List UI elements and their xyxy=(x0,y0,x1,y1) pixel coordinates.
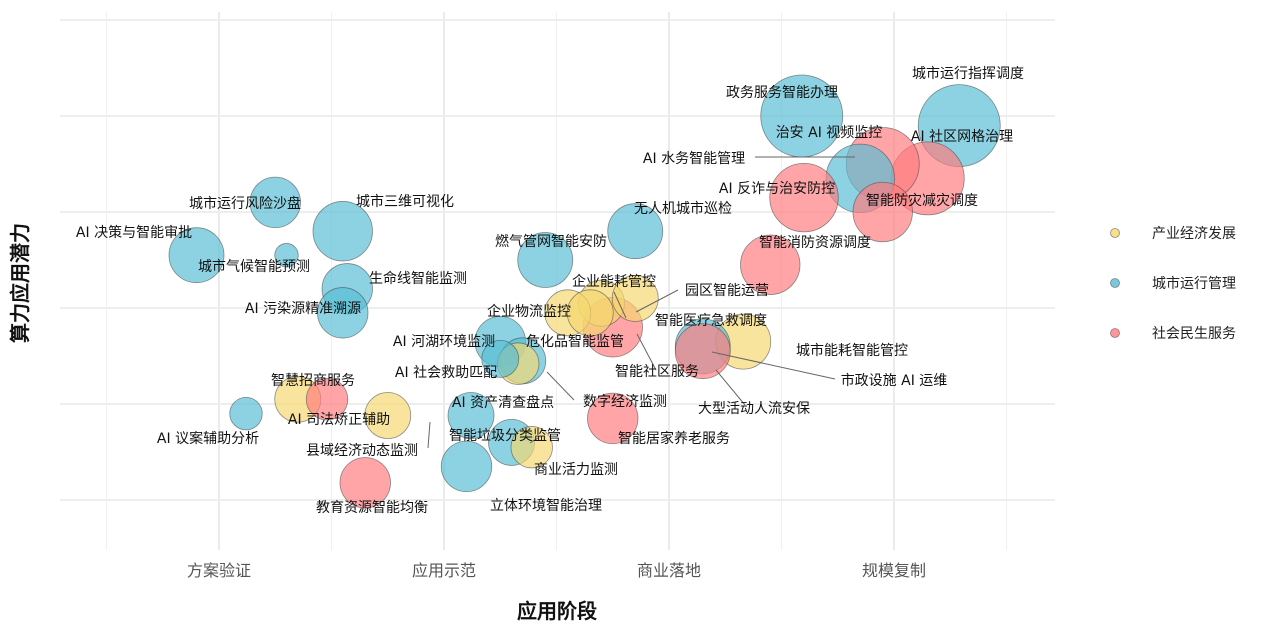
bubble-label-政务服务智能办理: 政务服务智能办理 xyxy=(726,85,838,101)
bubble-label-城市运行风险沙盘: 城市运行风险沙盘 xyxy=(189,195,301,212)
bubble-园区智能运营 xyxy=(611,274,659,322)
bubble-label-AI-河湖环境监测: AI 河湖环境监测 xyxy=(393,334,495,350)
label-leader-line xyxy=(546,371,575,401)
bubble-label-AI-社会救助匹配: AI 社会救助匹配 xyxy=(395,365,497,381)
bubble-城市三维可视化 xyxy=(312,201,373,262)
bubble-label-智慧招商服务: 智慧招商服务 xyxy=(271,373,355,389)
bubble-智能社区服务 xyxy=(566,289,614,337)
legend-swatch xyxy=(1110,328,1120,338)
bubble-label-燃气管网智能安防: 燃气管网智能安防 xyxy=(495,233,607,250)
bubble-label-市政设施-AI-运维: 市政设施 AI 运维 xyxy=(841,372,948,389)
bubble-智能居家养老服务 xyxy=(587,392,639,445)
bubble-label-城市运行指挥调度: 城市运行指挥调度 xyxy=(912,65,1024,82)
bubble-label-AI-议案辅助分析: AI 议案辅助分析 xyxy=(157,430,259,447)
bubble-label-智能防灾减灾调度: 智能防灾减灾调度 xyxy=(866,192,978,209)
bubble-AI-反诈与治安防控 xyxy=(769,162,839,233)
x-axis-ticks: 方案验证 应用示范 商业落地 规模复制 xyxy=(187,561,926,580)
bubble-label-企业能耗管控: 企业能耗管控 xyxy=(572,273,656,290)
label-leader-line xyxy=(636,333,657,371)
bubble-label-AI-污染源精准溯源: AI 污染源精准溯源 xyxy=(245,301,361,317)
y-axis-title: 算力应用潜力 xyxy=(8,223,32,343)
label-leader-line xyxy=(715,369,746,406)
bubble-label-城市能耗智能管控: 城市能耗智能管控 xyxy=(796,342,908,359)
bubble-智能防灾减灾调度 xyxy=(852,181,913,243)
bubble-label-智能社区服务: 智能社区服务 xyxy=(615,364,699,380)
label-leader-line xyxy=(529,437,539,444)
bubble-label-治安-AI-视频监控: 治安 AI 视频监控 xyxy=(776,125,883,141)
bubble-label-AI-司法矫正辅助: AI 司法矫正辅助 xyxy=(288,412,390,428)
legend-label: 产业经济发展 xyxy=(1152,226,1236,242)
bubble-label-县域经济动态监测: 县域经济动态监测 xyxy=(306,443,418,459)
bubbles xyxy=(168,74,1001,509)
x-tick-label: 商业落地 xyxy=(637,561,701,580)
bubble-AI-资产清查盘点 xyxy=(447,392,495,439)
bubble-label-AI-决策与智能审批: AI 决策与智能审批 xyxy=(76,224,192,241)
bubble-智能消防资源调度 xyxy=(740,234,801,295)
bubble-label-城市气候智能预测: 城市气候智能预测 xyxy=(198,258,310,275)
bubble-城市气候智能预测 xyxy=(274,243,299,268)
bubble-label-智能消防资源调度: 智能消防资源调度 xyxy=(759,235,871,251)
bubble-label-AI-社区网格治理: AI 社区网格治理 xyxy=(911,129,1013,145)
label-leader-line xyxy=(427,421,431,449)
bubble-商业活力监测 xyxy=(510,426,553,469)
bubble-AI-决策与智能审批 xyxy=(168,227,225,284)
label-leader-line xyxy=(711,351,836,380)
legend-label: 城市运行管理 xyxy=(1152,275,1236,292)
bubble-label-AI-资产清查盘点: AI 资产清查盘点 xyxy=(452,394,554,411)
bubble-立体环境智能治理 xyxy=(440,440,493,493)
bubble-label-商业活力监测: 商业活力监测 xyxy=(534,462,618,478)
x-tick-label: 规模复制 xyxy=(862,561,926,580)
bubble-县域经济动态监测 xyxy=(364,392,412,439)
bubble-label-AI-反诈与治安防控: AI 反诈与治安防控 xyxy=(719,181,835,197)
bubble-label-园区智能运营: 园区智能运营 xyxy=(685,283,769,299)
label-leader-line xyxy=(613,291,627,319)
bubble-label-智能医疗急救调度: 智能医疗急救调度 xyxy=(655,313,767,329)
legend-swatch xyxy=(1110,278,1120,288)
bubble-教育资源智能均衡 xyxy=(339,457,391,509)
legend-swatch xyxy=(1110,228,1120,238)
label-leader-line xyxy=(635,289,679,313)
bubble-label-智能垃圾分类监管: 智能垃圾分类监管 xyxy=(449,428,561,444)
x-tick-label: 方案验证 xyxy=(187,561,251,580)
bubble-label-AI-水务智能管理: AI 水务智能管理 xyxy=(643,151,745,167)
bubble-燃气管网智能安防 xyxy=(517,232,574,288)
bubble-label-立体环境智能治理: 立体环境智能治理 xyxy=(490,498,602,514)
legend-label: 社会民生服务 xyxy=(1152,326,1236,342)
bubble-label-企业物流监控: 企业物流监控 xyxy=(487,303,571,320)
bubble-无人机城市巡检 xyxy=(607,203,664,260)
bubble-label-危化品智能监管: 危化品智能监管 xyxy=(526,334,624,350)
bubble-城市运行风险沙盘 xyxy=(249,176,301,229)
bubble-AI-司法矫正辅助 xyxy=(305,378,349,421)
bubble-label-无人机城市巡检: 无人机城市巡检 xyxy=(634,200,732,217)
x-tick-label: 应用示范 xyxy=(412,561,476,580)
bubble-label-教育资源智能均衡: 教育资源智能均衡 xyxy=(316,500,428,516)
bubble-AI-社会救助匹配 xyxy=(481,339,520,378)
bubble-label-智能居家养老服务: 智能居家养老服务 xyxy=(618,430,730,447)
bubble-label-城市三维可视化: 城市三维可视化 xyxy=(356,193,454,210)
bubble-AI-污染源精准溯源 xyxy=(317,287,369,339)
x-axis-title: 应用阶段 xyxy=(517,599,597,623)
bubble-label-大型活动人流安保: 大型活动人流安保 xyxy=(698,401,810,417)
bubble-label-数字经济监测: 数字经济监测 xyxy=(583,394,667,410)
bubble-大型活动人流安保 xyxy=(674,323,731,380)
bubble-AI-议案辅助分析 xyxy=(229,396,263,431)
bubble-label-生命线智能监测: 生命线智能监测 xyxy=(369,270,467,287)
